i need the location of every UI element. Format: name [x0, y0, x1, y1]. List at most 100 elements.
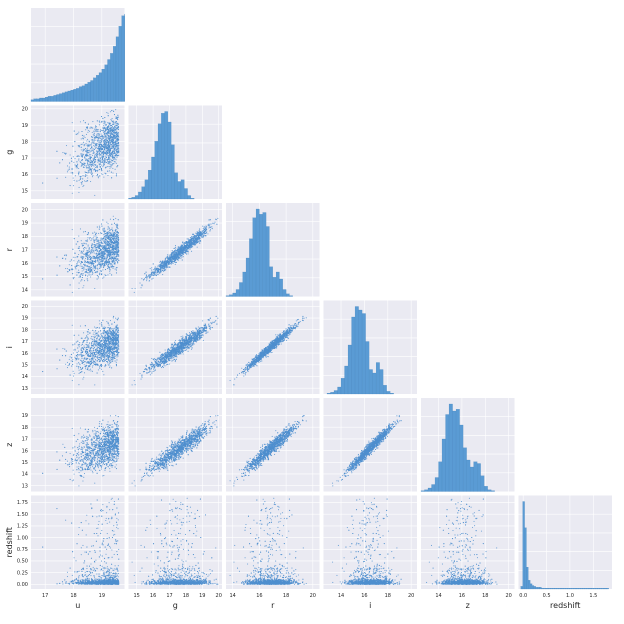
scatter-point — [106, 261, 107, 262]
scatter-point — [84, 157, 85, 158]
scatter-point — [111, 148, 112, 149]
scatter-point — [82, 273, 83, 274]
scatter-point — [113, 150, 114, 151]
scatter-point — [75, 175, 76, 176]
scatter-point — [103, 130, 104, 131]
scatter-point — [98, 177, 99, 178]
scatter-point — [95, 267, 96, 268]
scatter-point — [82, 268, 83, 269]
scatter-point — [94, 138, 95, 139]
scatter-point — [107, 265, 108, 266]
scatter-point — [113, 248, 114, 249]
scatter-point — [94, 152, 95, 153]
scatter-point — [116, 159, 117, 160]
scatter-point — [88, 266, 89, 267]
scatter-point — [80, 263, 81, 264]
scatter-point — [95, 272, 96, 273]
scatter-point — [108, 259, 109, 260]
scatter-point — [116, 269, 117, 270]
scatter-point — [103, 125, 104, 126]
scatter-point — [71, 161, 72, 162]
scatter-point — [102, 127, 103, 128]
scatter-point — [93, 145, 94, 146]
scatter-point — [90, 173, 91, 174]
scatter-point — [104, 159, 105, 160]
scatter-point — [89, 150, 90, 151]
scatter-point — [98, 233, 99, 234]
scatter-point — [80, 121, 81, 122]
scatter-point — [116, 152, 117, 153]
scatter-point — [174, 252, 175, 253]
scatter-point — [92, 161, 93, 162]
scatter-point — [112, 242, 113, 243]
scatter-point — [90, 276, 91, 277]
scatter-point — [91, 251, 92, 252]
scatter-point — [96, 155, 97, 156]
scatter-point — [76, 275, 77, 276]
scatter-point — [108, 159, 109, 160]
scatter-point — [66, 145, 67, 146]
scatter-point — [91, 139, 92, 140]
histogram-bar — [51, 96, 54, 101]
scatter-point — [95, 161, 96, 162]
scatter-point — [110, 128, 111, 129]
scatter-point — [88, 161, 89, 162]
scatter-point — [71, 265, 72, 266]
scatter-point — [87, 234, 88, 235]
scatter-point — [88, 152, 89, 153]
scatter-point — [71, 268, 72, 269]
scatter-point — [99, 226, 100, 227]
scatter-point — [98, 133, 99, 134]
scatter-point — [96, 166, 97, 167]
scatter-point — [157, 266, 158, 267]
scatter-point — [84, 156, 85, 157]
scatter-point — [99, 229, 100, 230]
scatter-point — [101, 173, 102, 174]
ytick-label-r: 20 — [22, 207, 28, 213]
scatter-point — [109, 159, 110, 160]
scatter-point — [95, 253, 96, 254]
scatter-point — [116, 133, 117, 134]
scatter-point — [112, 261, 113, 262]
scatter-point — [87, 155, 88, 156]
scatter-point — [89, 272, 90, 273]
scatter-point — [114, 136, 115, 137]
scatter-point — [106, 236, 107, 237]
scatter-point — [113, 259, 114, 260]
scatter-point — [97, 154, 98, 155]
scatter-point — [74, 180, 75, 181]
scatter-point — [112, 241, 113, 242]
scatter-point — [91, 127, 92, 128]
scatter-point — [101, 239, 102, 240]
scatter-point — [68, 170, 69, 171]
scatter-point — [90, 253, 91, 254]
scatter-point — [82, 175, 83, 176]
scatter-point — [85, 269, 86, 270]
histogram-bar — [102, 69, 105, 101]
scatter-point — [108, 129, 109, 130]
scatter-point — [110, 258, 111, 259]
scatter-point — [89, 172, 90, 173]
scatter-point — [74, 238, 75, 239]
scatter-point — [99, 137, 100, 138]
histogram-bar — [158, 124, 161, 199]
histogram-bar — [96, 75, 99, 101]
ytick-label-r: 18 — [22, 234, 28, 240]
scatter-point — [83, 269, 84, 270]
scatter-point — [64, 153, 65, 154]
scatter-point — [208, 227, 209, 228]
scatter-point — [95, 167, 96, 168]
scatter-point — [91, 143, 92, 144]
scatter-point — [104, 164, 105, 165]
scatter-point — [101, 165, 102, 166]
panel-g-vs-g — [129, 106, 223, 200]
scatter-point — [109, 157, 110, 158]
scatter-point — [76, 263, 77, 264]
scatter-point — [103, 277, 104, 278]
scatter-point — [110, 140, 111, 141]
scatter-point — [113, 140, 114, 141]
scatter-point — [112, 268, 113, 269]
scatter-point — [76, 168, 77, 169]
scatter-point — [100, 154, 101, 155]
scatter-point — [103, 162, 104, 163]
